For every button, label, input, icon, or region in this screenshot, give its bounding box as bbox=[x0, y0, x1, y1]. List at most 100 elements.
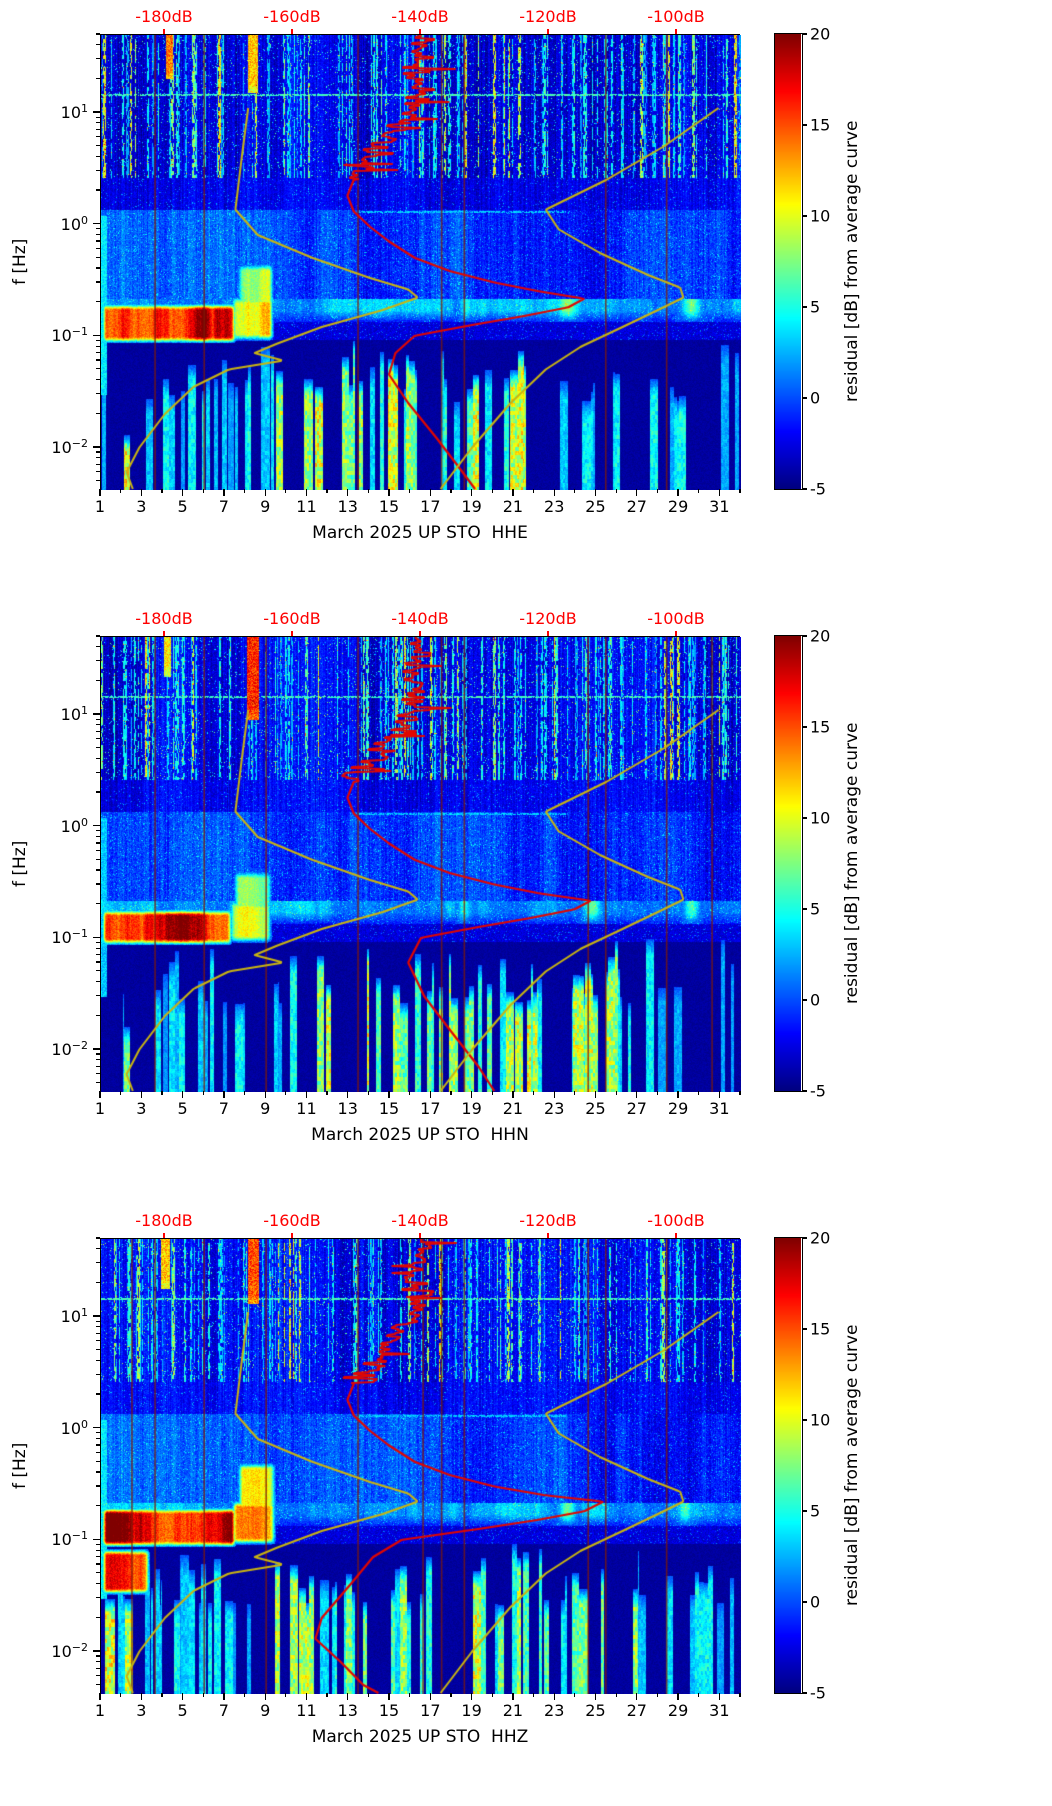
axis-tick-mark bbox=[96, 1471, 100, 1473]
axis-tick-mark bbox=[698, 489, 700, 493]
axis-tick-mark bbox=[803, 306, 807, 308]
x-tick-label: 5 bbox=[177, 1099, 188, 1118]
colorbar-tick-label: 15 bbox=[810, 115, 831, 135]
axis-tick-mark bbox=[93, 334, 100, 336]
top-axis-tick-label: -180dB bbox=[135, 1211, 193, 1230]
colorbar-axis-label: residual [dB] from average curve bbox=[842, 1324, 862, 1607]
axis-tick-mark bbox=[264, 1091, 266, 1098]
axis-tick-mark bbox=[96, 256, 100, 258]
axis-tick-mark bbox=[96, 970, 100, 972]
axis-tick-mark bbox=[243, 1091, 246, 1095]
colorbar bbox=[774, 634, 803, 1093]
axis-tick-mark bbox=[470, 1693, 473, 1700]
axis-tick-mark bbox=[803, 908, 807, 910]
x-tick-label: 15 bbox=[378, 497, 400, 516]
axis-tick-mark bbox=[120, 489, 122, 493]
colorbar-tick-label: 0 bbox=[810, 1592, 821, 1612]
axis-tick-mark bbox=[264, 1693, 266, 1700]
axis-tick-mark bbox=[243, 1693, 246, 1697]
axis-tick-mark bbox=[96, 757, 100, 760]
spectrogram-heatmap bbox=[101, 637, 741, 1092]
y-tick-label: 10−1 bbox=[51, 325, 88, 346]
axis-tick-mark bbox=[163, 29, 165, 34]
x-tick-label: 3 bbox=[136, 497, 147, 516]
axis-tick-mark bbox=[305, 1091, 308, 1098]
axis-tick-mark bbox=[615, 489, 617, 493]
x-tick-label: 9 bbox=[260, 497, 271, 516]
axis-tick-mark bbox=[532, 489, 535, 493]
y-tick-label: 101 bbox=[60, 101, 88, 123]
axis-tick-mark bbox=[96, 1655, 100, 1657]
axis-tick-mark bbox=[656, 489, 658, 493]
x-tick-label: 1 bbox=[94, 1099, 106, 1118]
axis-tick-mark bbox=[96, 412, 100, 414]
x-tick-label: 5 bbox=[177, 497, 188, 516]
axis-tick-mark bbox=[140, 1091, 142, 1098]
top-axis-tick-label: -120dB bbox=[519, 7, 577, 26]
axis-tick-mark bbox=[636, 1693, 638, 1700]
colorbar-tick-label: -5 bbox=[810, 1081, 826, 1101]
axis-tick-mark bbox=[547, 29, 549, 34]
axis-tick-mark bbox=[93, 223, 100, 225]
axis-tick-mark bbox=[326, 489, 328, 493]
axis-tick-mark bbox=[96, 247, 100, 250]
plot-area-hhn bbox=[100, 636, 741, 1092]
axis-tick-mark bbox=[803, 215, 807, 217]
colorbar-tick-label: -5 bbox=[810, 479, 826, 499]
axis-tick-mark bbox=[96, 953, 100, 956]
axis-tick-mark bbox=[96, 1281, 100, 1283]
axis-tick-mark bbox=[96, 1014, 100, 1016]
axis-tick-mark bbox=[96, 679, 100, 681]
axis-tick-mark bbox=[96, 379, 100, 381]
axis-tick-mark bbox=[96, 145, 100, 147]
x-tick-label: 13 bbox=[337, 1701, 358, 1720]
axis-tick-mark bbox=[803, 1419, 807, 1421]
axis-tick-mark bbox=[615, 1091, 617, 1095]
x-tick-label: 5 bbox=[177, 1701, 188, 1720]
axis-tick-mark bbox=[803, 1692, 807, 1694]
axis-tick-mark bbox=[93, 936, 100, 938]
axis-tick-mark bbox=[532, 1693, 535, 1697]
x-tick-label: 23 bbox=[544, 497, 565, 516]
x-tick-label: 7 bbox=[218, 1701, 229, 1720]
axis-tick-mark bbox=[96, 1444, 100, 1446]
axis-tick-mark bbox=[96, 359, 100, 361]
axis-tick-mark bbox=[96, 393, 100, 395]
axis-tick-mark bbox=[181, 1091, 184, 1098]
x-tick-label: 11 bbox=[296, 1701, 317, 1720]
axis-tick-mark bbox=[96, 1073, 100, 1075]
axis-tick-mark bbox=[96, 1563, 100, 1565]
axis-tick-mark bbox=[223, 1091, 225, 1098]
axis-tick-mark bbox=[96, 457, 100, 459]
axis-tick-mark bbox=[96, 1065, 100, 1067]
axis-tick-mark bbox=[96, 869, 100, 871]
axis-tick-mark bbox=[718, 489, 720, 496]
x-tick-label: 21 bbox=[502, 1099, 524, 1118]
axis-tick-mark bbox=[96, 941, 100, 943]
colorbar bbox=[774, 32, 803, 491]
axis-tick-mark bbox=[202, 1693, 204, 1697]
x-tick-label: 17 bbox=[420, 497, 441, 516]
x-axis-label: March 2025 UP STO HHN bbox=[311, 1125, 529, 1145]
x-tick-label: 11 bbox=[296, 1099, 317, 1118]
plot-area-hhz bbox=[100, 1238, 741, 1694]
axis-tick-mark bbox=[512, 1693, 514, 1700]
axis-tick-mark bbox=[409, 1693, 411, 1697]
axis-tick-mark bbox=[803, 488, 807, 490]
axis-tick-mark bbox=[96, 301, 100, 303]
axis-tick-mark bbox=[96, 981, 100, 983]
y-tick-label: 10−1 bbox=[51, 927, 88, 948]
top-axis-tick-label: -100dB bbox=[647, 7, 705, 26]
axis-tick-mark bbox=[367, 1091, 369, 1095]
axis-tick-mark bbox=[656, 1091, 658, 1095]
axis-tick-mark bbox=[96, 1597, 100, 1599]
axis-tick-mark bbox=[140, 1693, 142, 1700]
x-tick-label: 31 bbox=[709, 1099, 730, 1118]
axis-tick-mark bbox=[291, 1233, 293, 1238]
y-tick-label: 10−2 bbox=[51, 1038, 88, 1060]
axis-tick-mark bbox=[96, 1262, 100, 1264]
colorbar-tick-label: 5 bbox=[810, 297, 821, 317]
axis-tick-mark bbox=[96, 1549, 100, 1551]
y-tick-label: 10−2 bbox=[51, 436, 88, 458]
x-tick-label: 7 bbox=[218, 497, 229, 516]
